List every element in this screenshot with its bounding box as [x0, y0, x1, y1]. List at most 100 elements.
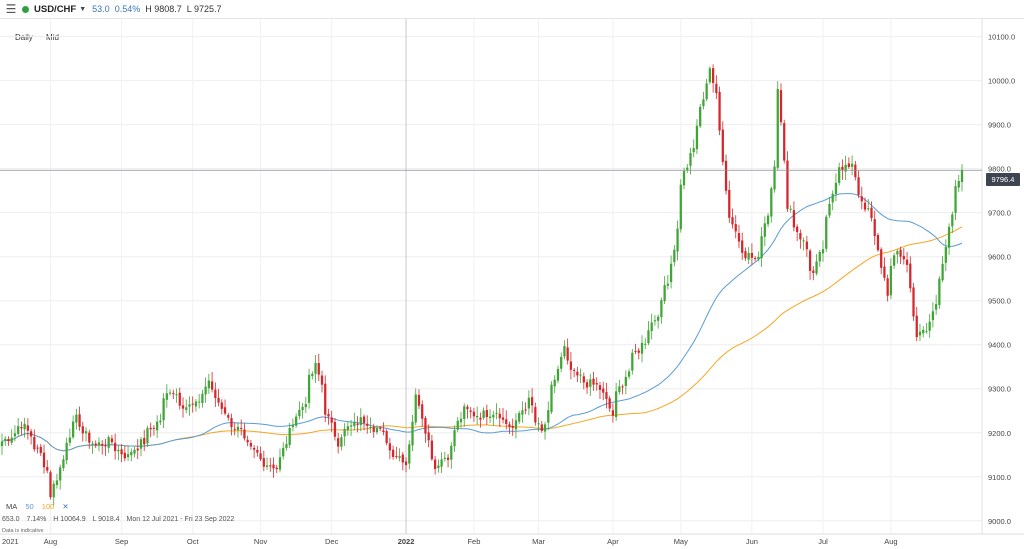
- candle-body: [786, 160, 789, 209]
- candle-body: [249, 442, 253, 447]
- ma-50-label[interactable]: 50: [25, 502, 34, 511]
- candle-body: [838, 167, 841, 183]
- candle-body: [582, 376, 585, 383]
- candle-body: [453, 430, 456, 447]
- candle-body: [298, 409, 301, 417]
- candle-body: [97, 442, 101, 446]
- candle-body: [330, 417, 333, 423]
- candle-body: [256, 449, 259, 453]
- candle-body: [379, 427, 382, 429]
- candle-body: [482, 410, 485, 418]
- candle-body: [459, 418, 463, 423]
- price-change-percent: 0.54%: [114, 4, 141, 14]
- price-type-selector[interactable]: Mid: [46, 33, 59, 42]
- candle-body: [476, 416, 479, 418]
- candle-body: [676, 228, 679, 252]
- candle-body: [598, 385, 602, 390]
- candle-body: [469, 410, 472, 412]
- chevron-down-icon[interactable]: ▼: [79, 5, 87, 13]
- candle-body: [857, 177, 860, 195]
- candle-body: [39, 446, 42, 454]
- ma-100-label[interactable]: 100: [41, 502, 55, 511]
- candle-body: [275, 467, 278, 470]
- candle-body: [550, 384, 553, 412]
- candle-body: [518, 412, 521, 422]
- candle-body: [721, 129, 724, 162]
- candle-body: [692, 148, 695, 153]
- candle-body: [123, 452, 126, 459]
- candle-body: [718, 92, 721, 131]
- candle-body: [925, 331, 928, 333]
- candle-body: [101, 444, 104, 446]
- candle-body: [126, 454, 130, 458]
- candle-body: [301, 406, 304, 411]
- candle-body: [485, 410, 488, 418]
- candle-body: [556, 368, 560, 381]
- candle-body: [317, 363, 320, 375]
- candle-body: [750, 252, 754, 258]
- candle-body: [915, 315, 918, 338]
- candle-body: [543, 424, 547, 432]
- close-icon[interactable]: ✕: [62, 502, 69, 511]
- candle-body: [595, 383, 598, 385]
- candle-body: [611, 410, 615, 416]
- candle-body: [466, 406, 469, 410]
- x-tick-label: Nov: [254, 537, 268, 546]
- x-tick-label: Dec: [325, 537, 339, 546]
- y-tick-label: 9500.0: [988, 297, 1011, 306]
- y-tick-label: 10100.0: [988, 33, 1015, 42]
- y-tick-label: 9400.0: [988, 341, 1011, 350]
- instrument-symbol: USD/CHF: [34, 3, 77, 15]
- range-low: L 9018.4: [92, 516, 120, 523]
- x-tick-label: 2022: [398, 537, 415, 546]
- x-tick-label: Jun: [746, 537, 758, 546]
- candle-body: [560, 356, 563, 369]
- candle-body: [437, 465, 440, 468]
- candle-body: [456, 420, 459, 430]
- instrument-header: ☰ USD/CHF ▼ 53.0 0.54% H 9808.7 L 9725.7: [0, 0, 1024, 18]
- candle-body: [4, 438, 7, 441]
- candle-body: [36, 447, 39, 449]
- candle-body: [110, 438, 114, 443]
- candle-body: [240, 428, 243, 430]
- candle-body: [139, 439, 143, 449]
- candle-body: [615, 391, 618, 418]
- candle-body: [149, 427, 152, 430]
- candle-body: [114, 442, 117, 451]
- candle-body: [233, 428, 236, 430]
- candle-body: [304, 404, 307, 408]
- chart-settings: Daily Mid: [15, 33, 70, 42]
- candle-body: [902, 255, 905, 260]
- hamburger-icon[interactable]: ☰: [5, 2, 17, 16]
- candle-body: [821, 249, 825, 254]
- candle-body: [156, 421, 159, 431]
- candle-body: [566, 347, 569, 361]
- candle-body: [398, 456, 401, 458]
- candle-body: [640, 342, 644, 354]
- candle-body: [783, 123, 786, 161]
- candle-body: [863, 202, 867, 210]
- candle-body: [724, 160, 728, 191]
- candle-body: [896, 251, 899, 255]
- candle-body: [20, 426, 23, 429]
- candle-body: [295, 416, 298, 426]
- timeframe-selector[interactable]: Daily: [15, 33, 33, 42]
- candle-body: [404, 461, 408, 466]
- candle-body: [362, 416, 366, 424]
- candle-body: [876, 235, 880, 251]
- x-tick-label: Sep: [115, 537, 128, 546]
- candle-body: [414, 394, 417, 423]
- range-percent: 7.14%: [26, 516, 47, 523]
- candle-body: [944, 246, 947, 263]
- candle-body: [799, 233, 802, 240]
- candle-body: [207, 380, 210, 389]
- candle-body: [65, 442, 68, 461]
- y-tick-label: 10000.0: [988, 77, 1015, 86]
- candle-body: [602, 388, 605, 393]
- candle-body: [346, 426, 349, 431]
- candle-body: [592, 378, 595, 385]
- candle-body: [909, 263, 912, 289]
- candle-body: [637, 350, 640, 353]
- candle-body: [537, 423, 540, 425]
